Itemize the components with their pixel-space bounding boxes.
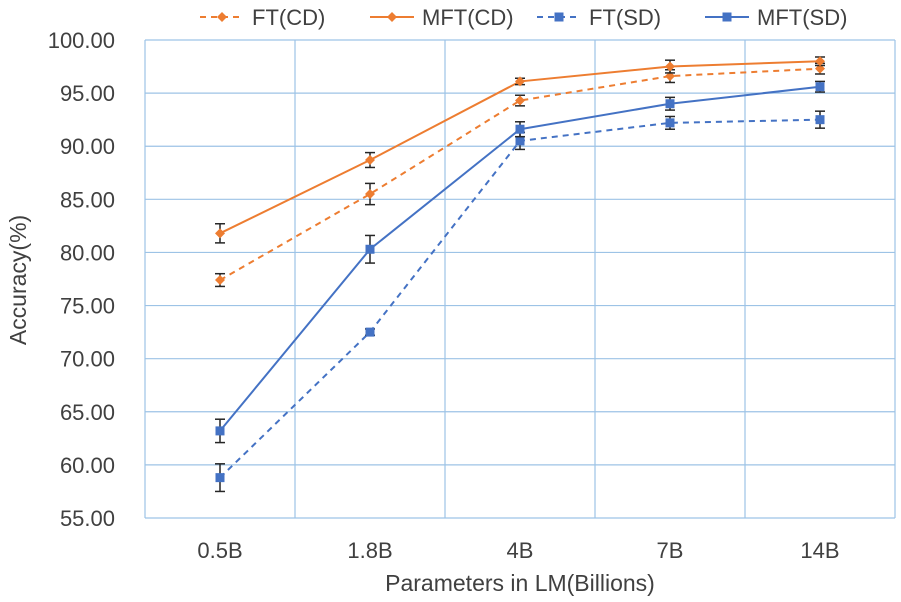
data-point: [365, 244, 375, 254]
data-point: [515, 76, 525, 87]
y-tick-label: 85.00: [60, 187, 115, 212]
data-point: [665, 61, 675, 72]
data-point: [365, 155, 375, 166]
x-tick-label: 4B: [507, 538, 534, 563]
legend-marker: [554, 12, 564, 22]
legend-label: MFT(SD): [757, 5, 847, 30]
y-tick-label: 55.00: [60, 506, 115, 531]
x-tick-label: 14B: [800, 538, 839, 563]
data-point: [515, 124, 525, 134]
data-point: [515, 95, 525, 106]
series-line: [219, 67, 821, 281]
series-mft-cd: [215, 56, 825, 244]
y-tick-label: 65.00: [60, 400, 115, 425]
legend-marker: [387, 12, 397, 22]
x-tick-label: 0.5B: [197, 538, 242, 563]
data-point: [215, 228, 225, 239]
x-axis-title: Parameters in LM(Billions): [385, 570, 655, 596]
legend-item: MFT(SD): [705, 5, 847, 30]
legend: FT(CD) MFT(CD) FT(SD) MFT(SD): [200, 5, 847, 30]
data-point: [815, 82, 825, 92]
data-point: [815, 56, 825, 67]
legend-label: FT(SD): [589, 5, 661, 30]
data-point: [815, 115, 825, 125]
x-tick-label: 7B: [657, 538, 684, 563]
series-ft-sd: [215, 110, 825, 493]
series-line: [219, 118, 821, 479]
y-tick-label: 75.00: [60, 294, 115, 319]
x-tick-label: 1.8B: [347, 538, 392, 563]
x-axis-ticks: 0.5B 1.8B 4B 7B 14B: [197, 538, 839, 563]
data-point: [515, 136, 525, 146]
y-tick-label: 100.00: [48, 28, 115, 53]
data-point: [215, 426, 225, 436]
legend-item: MFT(CD): [370, 5, 514, 30]
data-point: [215, 473, 225, 483]
y-tick-label: 80.00: [60, 240, 115, 265]
legend-label: MFT(CD): [422, 5, 514, 30]
y-tick-label: 90.00: [60, 134, 115, 159]
legend-item: FT(SD): [537, 5, 661, 30]
y-tick-label: 70.00: [60, 347, 115, 372]
data-point: [215, 275, 225, 286]
data-point: [365, 189, 375, 200]
y-axis-title: Accuracy(%): [5, 215, 31, 345]
y-axis-ticks: 55.00 60.00 65.00 70.00 75.00 80.00 85.00 90.00…: [48, 28, 115, 531]
data-point: [365, 327, 375, 337]
series-mft-sd: [215, 80, 825, 444]
legend-marker: [722, 12, 732, 22]
y-tick-label: 95.00: [60, 81, 115, 106]
series-group: [215, 56, 825, 493]
y-tick-label: 60.00: [60, 453, 115, 478]
data-point: [665, 99, 675, 109]
legend-label: FT(CD): [252, 5, 325, 30]
data-point: [665, 118, 675, 128]
legend-item: FT(CD): [200, 5, 325, 30]
grid: [144, 39, 896, 519]
legend-marker: [217, 12, 227, 22]
